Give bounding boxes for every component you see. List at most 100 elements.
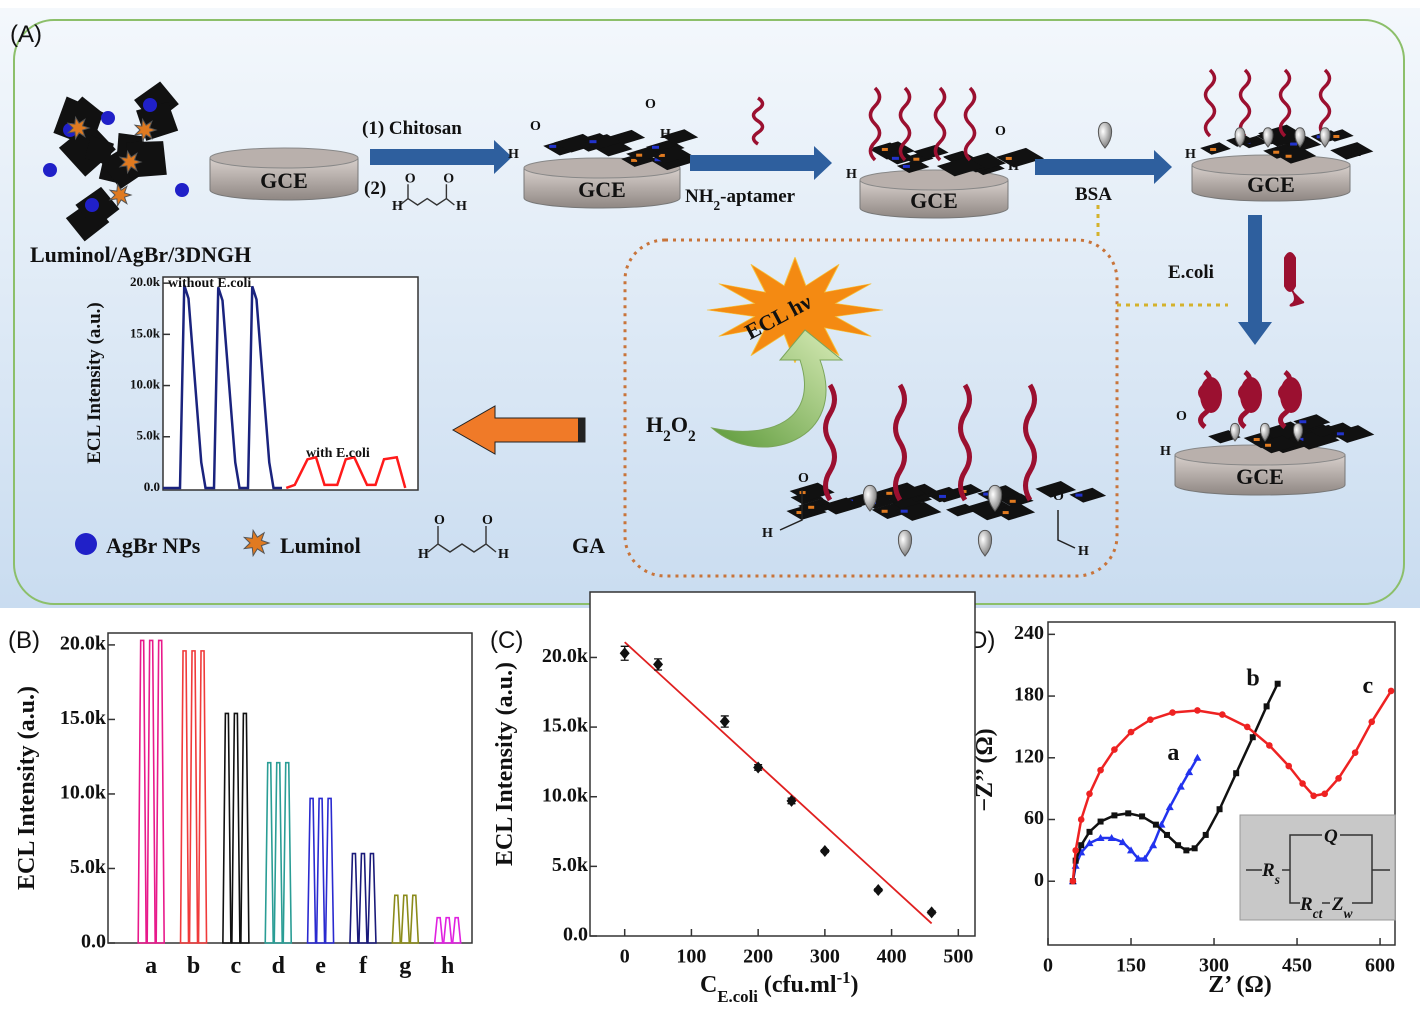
- graphene-sheet: [1255, 435, 1299, 454]
- circuit-label: Rct: [1299, 894, 1324, 921]
- atom-label: H: [846, 167, 857, 182]
- atom-label: O: [798, 471, 809, 486]
- electrode-top: [1174, 444, 1346, 466]
- data-point: [1263, 703, 1270, 710]
- luminol-dot: [1002, 511, 1009, 515]
- y-tick-label: 5.0k: [552, 854, 589, 876]
- agbr-dot: [938, 494, 946, 498]
- data-point: [1335, 775, 1342, 782]
- arrow-tail: [578, 418, 585, 442]
- ecl-peak: [264, 761, 275, 944]
- data-point: [1216, 806, 1223, 813]
- y-tick-label: 20.0k: [130, 274, 161, 289]
- ga-molecule: [427, 526, 497, 553]
- data-point: [1368, 718, 1376, 726]
- star: [118, 149, 143, 175]
- data-point: [1202, 831, 1209, 838]
- luminol-dot: [1210, 147, 1217, 151]
- luminol-dot: [808, 505, 815, 509]
- agbr-np: [101, 111, 115, 125]
- agbr-dot: [900, 509, 908, 513]
- electrode-top: [859, 169, 1009, 191]
- data-point: [1163, 831, 1170, 838]
- step-label: (1) Chitosan: [362, 118, 462, 139]
- y-tick-label: 20.0k: [60, 633, 107, 655]
- atom-label: H: [1160, 444, 1171, 459]
- x-tick-label: 0: [620, 946, 630, 968]
- y-tick-label: 180: [1014, 684, 1044, 706]
- luminol-dot: [1333, 134, 1340, 138]
- series-annotation: without E.coli: [168, 276, 251, 291]
- luminol-dot: [636, 153, 643, 157]
- atom-label: H: [1185, 147, 1196, 162]
- data-point: [1152, 821, 1159, 828]
- atom-label: O: [995, 124, 1006, 139]
- x-tick-label: g: [399, 953, 411, 979]
- bsa: [977, 529, 993, 557]
- electrode: [1174, 454, 1346, 496]
- ecl-peak: [315, 797, 326, 944]
- data-point: [1274, 680, 1281, 687]
- data-point: [1127, 846, 1136, 854]
- atom-label: O: [1176, 409, 1187, 424]
- data-point: [1127, 728, 1135, 736]
- graphene-sheet: [932, 490, 963, 503]
- luminol-dot: [1265, 443, 1272, 447]
- aptamer-label: NH2-aptamer: [685, 186, 796, 213]
- data-point: [1157, 820, 1166, 828]
- bsa: [1294, 127, 1306, 148]
- x-tick-label: 300: [810, 946, 840, 968]
- electrode-label: GCE: [260, 168, 308, 193]
- graphene-sheet: [995, 147, 1045, 168]
- luminol-dot: [881, 147, 888, 151]
- electrode: [859, 179, 1009, 219]
- graphene-sheet: [1330, 425, 1375, 443]
- data-point: [1097, 818, 1104, 825]
- agbr-dot: [589, 140, 597, 144]
- agbr-np: [85, 198, 99, 212]
- aptamer: [1318, 68, 1332, 138]
- bsa: [1097, 121, 1113, 149]
- bound-bacterium: [1280, 377, 1302, 413]
- bsa: [1262, 127, 1274, 148]
- bacterium: [1284, 252, 1305, 307]
- x-tick-label: 500: [943, 946, 973, 968]
- data-point: [1249, 734, 1256, 741]
- y-tick-label: 10.0k: [542, 784, 589, 806]
- luminol-dot: [1253, 438, 1260, 442]
- luminol-dot: [881, 509, 888, 513]
- ecl-peak: [179, 650, 190, 944]
- y-tick-label: 10.0k: [60, 782, 107, 804]
- step-label: (2): [364, 178, 386, 199]
- circuit-label: Q: [1324, 826, 1338, 847]
- x-tick-label: c: [231, 953, 242, 979]
- data-point: [1243, 723, 1251, 731]
- aptamer: [898, 86, 912, 162]
- fit-line: [624, 641, 933, 925]
- impedance-curve: [1071, 757, 1199, 882]
- data-point: [1191, 845, 1198, 852]
- ecl-peak: [409, 894, 420, 944]
- atom-label: H: [498, 547, 509, 562]
- agbr-dot: [1336, 432, 1344, 436]
- x-tick-label: 100: [676, 946, 706, 968]
- ecl-peak: [367, 852, 377, 944]
- agbr-dot: [983, 492, 991, 496]
- ecl-peak: [146, 639, 156, 944]
- circuit-label-part: s: [1274, 872, 1280, 887]
- y-axis-label: −Z’’ (Ω): [972, 728, 998, 811]
- luminol-dot: [796, 511, 803, 515]
- atom-label: H: [660, 127, 671, 142]
- data-point: [1118, 838, 1127, 846]
- graphene-sheet: [1069, 487, 1107, 503]
- y-tick-label: 15.0k: [60, 707, 107, 729]
- x-tick-label: e: [315, 953, 326, 979]
- arrow: [1238, 215, 1272, 345]
- bsa: [862, 484, 878, 512]
- graphene-sheet: [913, 144, 949, 160]
- ecl-peak: [442, 916, 453, 944]
- atom-label: H: [508, 147, 519, 162]
- data-point: [1185, 768, 1194, 776]
- atom-label: H: [392, 199, 403, 214]
- atom-label: O: [530, 119, 541, 134]
